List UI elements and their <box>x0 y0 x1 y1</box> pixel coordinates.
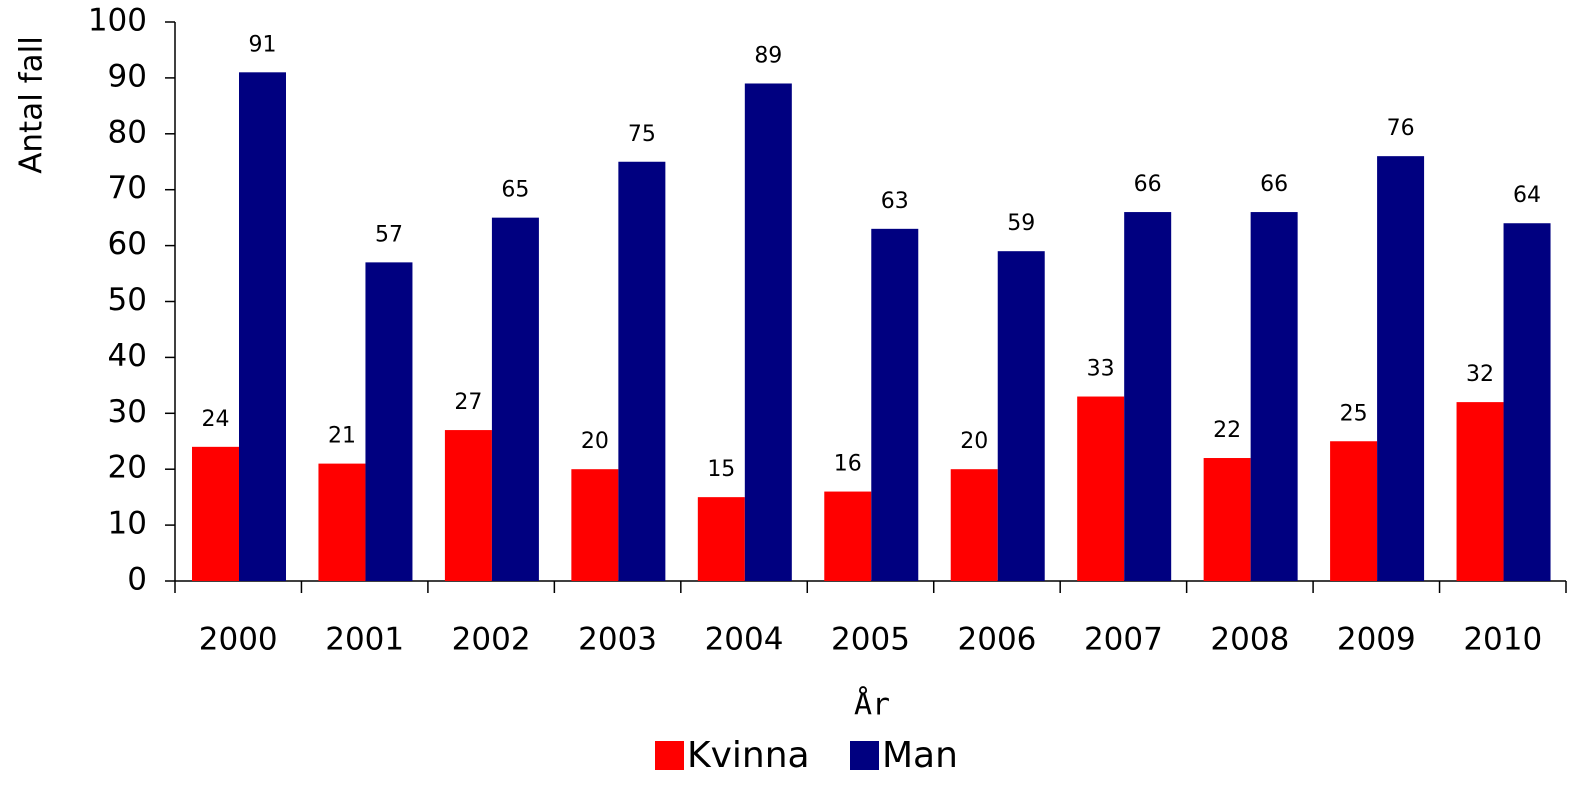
bar <box>192 446 239 581</box>
x-tick-label: 2001 <box>325 622 404 658</box>
value-label: 20 <box>960 429 988 454</box>
x-tick-label: 2002 <box>452 622 531 658</box>
x-tick-label: 2007 <box>1084 622 1163 658</box>
value-label: 89 <box>754 43 782 68</box>
bar <box>1250 212 1298 581</box>
value-label: 27 <box>454 390 482 415</box>
y-tick-label: 70 <box>108 170 147 206</box>
y-tick-label: 40 <box>108 338 147 374</box>
bar <box>1124 212 1172 581</box>
bar <box>491 217 539 581</box>
value-label: 59 <box>1007 211 1035 236</box>
value-label: 15 <box>707 457 735 482</box>
legend-label: Kvinna <box>687 735 810 776</box>
bar <box>824 491 872 581</box>
y-tick-label: 50 <box>108 282 147 318</box>
legend-swatch <box>850 741 879 770</box>
value-label: 22 <box>1213 418 1241 443</box>
y-tick-label: 100 <box>88 3 147 39</box>
bar <box>1377 156 1425 581</box>
bar <box>444 430 492 581</box>
value-label: 20 <box>581 429 609 454</box>
bar <box>365 262 413 581</box>
value-label: 64 <box>1513 183 1541 208</box>
value-label: 65 <box>501 178 529 203</box>
value-label: 16 <box>834 452 862 477</box>
bar <box>571 469 619 581</box>
y-tick-label: 20 <box>108 450 147 486</box>
bar <box>950 469 998 581</box>
x-tick-label: 2005 <box>831 622 910 658</box>
legend-swatch <box>655 741 684 770</box>
y-tick-label: 90 <box>108 58 147 94</box>
bar <box>239 72 286 581</box>
legend-label: Man <box>882 735 958 776</box>
bar <box>871 228 919 581</box>
x-tick-label: 2003 <box>578 622 657 658</box>
value-label: 75 <box>628 122 656 147</box>
x-tick-label: 2009 <box>1337 622 1416 658</box>
value-label: 91 <box>249 32 277 57</box>
bar <box>997 251 1045 581</box>
bar <box>1503 223 1551 582</box>
y-tick-label: 30 <box>108 394 147 430</box>
y-axis-title: Antal fall <box>14 36 50 174</box>
y-tick-label: 80 <box>108 114 147 150</box>
value-label: 32 <box>1466 362 1494 387</box>
y-tick-label: 10 <box>108 506 147 542</box>
x-tick-label: 2004 <box>705 622 784 658</box>
bar <box>1456 402 1504 581</box>
value-label: 57 <box>375 222 403 247</box>
bar <box>618 161 666 581</box>
value-label: 63 <box>881 189 909 214</box>
x-tick-label: 2000 <box>199 622 278 658</box>
value-label: 66 <box>1134 172 1162 197</box>
bar <box>744 83 792 582</box>
value-label: 21 <box>328 424 356 449</box>
x-axis-title: År <box>854 687 890 723</box>
y-tick-label: 60 <box>108 226 147 262</box>
bar <box>318 463 366 581</box>
value-label: 24 <box>202 407 230 432</box>
value-label: 25 <box>1340 401 1368 426</box>
y-tick-label: 0 <box>127 562 147 598</box>
bar <box>697 497 745 581</box>
bar <box>1203 458 1251 581</box>
x-tick-label: 2006 <box>958 622 1037 658</box>
value-label: 76 <box>1387 116 1415 141</box>
bar <box>1077 396 1125 581</box>
value-label: 66 <box>1260 172 1288 197</box>
x-tick-label: 2010 <box>1463 622 1542 658</box>
x-tick-label: 2008 <box>1210 622 1289 658</box>
bar <box>1330 441 1378 581</box>
value-label: 33 <box>1087 357 1115 382</box>
